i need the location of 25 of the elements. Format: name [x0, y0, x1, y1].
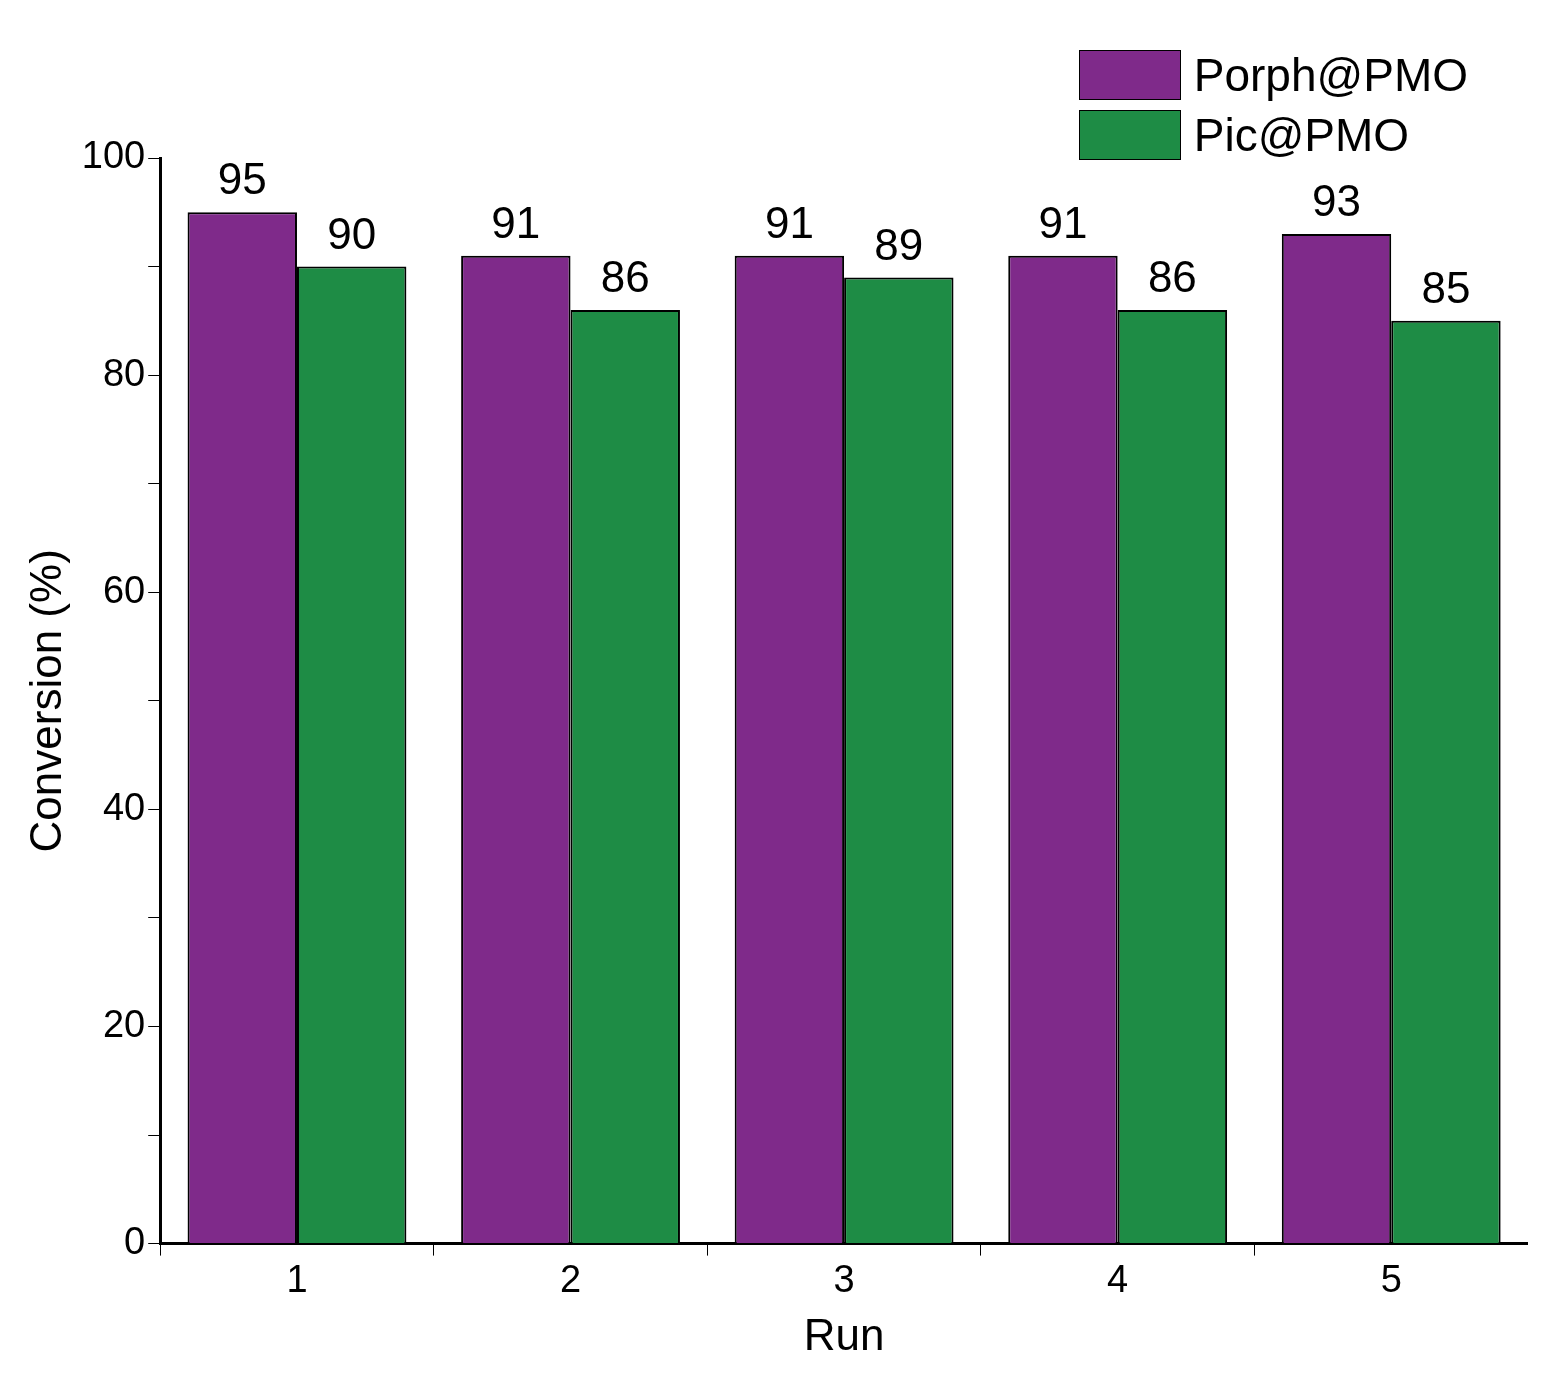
y-tick-label: 80: [102, 351, 146, 394]
data-label: 86: [600, 252, 650, 302]
x-axis-title: Run: [803, 1309, 885, 1359]
x-tick-label: 4: [1107, 1257, 1129, 1300]
x-tick-label: 2: [559, 1257, 582, 1300]
data-label: 86: [1147, 252, 1197, 302]
data-label: 91: [491, 197, 541, 247]
y-tick-label: 0: [124, 1220, 146, 1263]
y-tick-label: 20: [102, 1002, 146, 1045]
legend-label: Pic@PMO: [1193, 108, 1410, 162]
x-tick-label: 5: [1380, 1257, 1402, 1300]
data-label: 85: [1421, 262, 1471, 312]
y-tick-label: 40: [102, 785, 146, 828]
data-label: 89: [874, 219, 924, 269]
x-tick-label: 3: [833, 1257, 855, 1300]
data-label: 90: [327, 208, 377, 258]
y-axis-title: Conversion (%): [20, 549, 70, 853]
data-label: 91: [1038, 197, 1088, 247]
x-tick-label: 1: [286, 1257, 308, 1300]
y-tick-label: 60: [102, 568, 146, 611]
data-label: 91: [764, 197, 814, 247]
legend-label: Porph@PMO: [1193, 48, 1468, 102]
data-label: 95: [217, 154, 267, 204]
data-label: 93: [1312, 176, 1361, 226]
y-tick-label: 100: [81, 134, 146, 177]
